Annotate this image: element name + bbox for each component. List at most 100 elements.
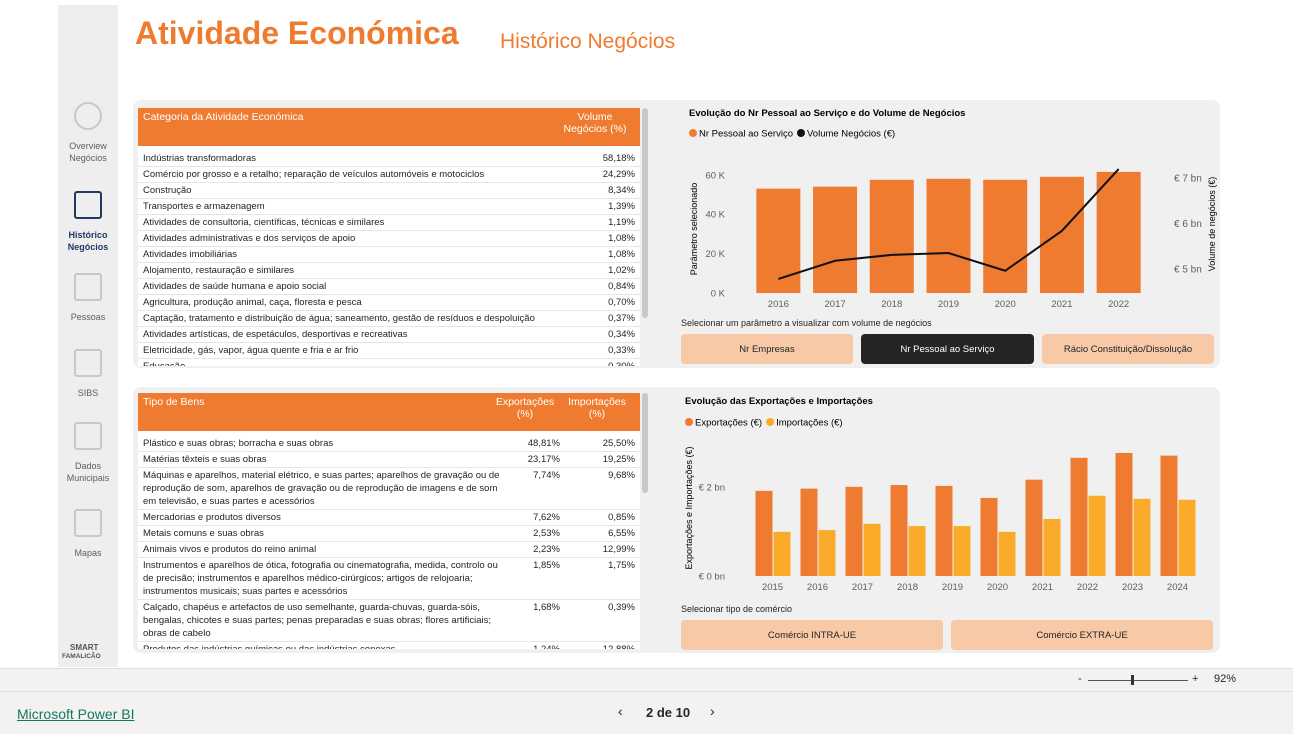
slicer-button[interactable]: Comércio INTRA-UE: [681, 620, 943, 650]
cell: Plástico e suas obras; borracha e suas o…: [143, 438, 334, 449]
table-row: Captação, tratamento e distribuição de á…: [138, 311, 640, 327]
cell: Comércio por grosso e a retalho; reparaç…: [143, 169, 485, 180]
cell: 9,68%: [608, 470, 635, 481]
cell: Instrumentos e aparelhos de ótica, fotog…: [143, 560, 498, 597]
cell: Atividades de saúde humana e apoio socia…: [143, 281, 327, 292]
cell: 0,33%: [608, 345, 635, 356]
table-header: Tipo de Bens Exportações (%) Importações (…: [138, 393, 640, 431]
cell: Alojamento, restauração e similares: [143, 265, 295, 276]
cell: 1,75%: [608, 560, 635, 571]
zoom-value: 92%: [1214, 673, 1237, 685]
cell: 48,81%: [527, 438, 560, 449]
table-row: Instrumentos e aparelhos de ótica, fotog…: [138, 558, 640, 600]
table-row: Transportes e armazenagem 1,39%: [138, 199, 640, 215]
table-row: Educação0,30%: [138, 359, 640, 366]
table-row: Eletricidade, gás, vapor, água quente e …: [138, 343, 640, 359]
slicer-button[interactable]: Nr Pessoal ao Serviço: [861, 334, 1034, 364]
cell: Transportes e armazenagem: [143, 201, 265, 212]
table-row: Produtos das indústrias químicas ou das …: [138, 642, 640, 649]
cell: 1,08%: [608, 249, 635, 260]
column-header: Exportações (%): [495, 396, 555, 420]
table-row: Comércio por grosso e a retalho; reparaç…: [138, 167, 640, 183]
table-row: Calçado, chapéus e artefactos de uso sem…: [138, 600, 640, 642]
cell: 23,17%: [527, 454, 560, 465]
zoom-minus[interactable]: -: [1078, 673, 1082, 685]
zoom-plus[interactable]: +: [1192, 673, 1199, 685]
slicer-button[interactable]: Nr Empresas: [681, 334, 853, 364]
footer: Microsoft Power BI ‹ 2 de 10 ›: [0, 691, 1293, 734]
cell: Atividades artísticas, de espetáculos, d…: [143, 329, 408, 340]
cell: 1,02%: [608, 265, 635, 276]
slicer-button[interactable]: Comércio EXTRA-UE: [951, 620, 1213, 650]
cell: Máquinas e aparelhos, material elétrico,…: [143, 470, 500, 507]
cell: Matérias têxteis e suas obras: [143, 454, 267, 465]
cell: 0,39%: [608, 602, 635, 613]
nav-icon: [74, 422, 102, 450]
cell: Atividades de consultoria, científicas, …: [143, 217, 385, 228]
cell: 19,25%: [602, 454, 635, 465]
prev-page[interactable]: ‹: [618, 703, 623, 719]
table-row: Plástico e suas obras; borracha e suas o…: [138, 436, 640, 452]
cell: 0,84%: [608, 281, 635, 292]
cell: 1,68%: [533, 602, 560, 613]
cell: Construção: [143, 185, 192, 196]
cell: 24,29%: [602, 169, 635, 180]
nav-item[interactable]: Dados Municipais: [66, 461, 110, 483]
cell: Animais vivos e produtos do reino animal: [143, 544, 317, 555]
cell: Agricultura, produção animal, caça, flor…: [143, 297, 362, 308]
cell: 0,37%: [608, 313, 635, 324]
column-header: Tipo de Bens: [143, 396, 205, 408]
zoom-thumb[interactable]: [1131, 675, 1134, 685]
table-row: Indústrias transformadoras 58,18%: [138, 151, 640, 167]
table-row: Matérias têxteis e suas obras 23,17% 19,25…: [138, 452, 640, 468]
prompt: Selecionar um parâmetro a visualizar com…: [681, 318, 932, 328]
table-row: Alojamento, restauração e similares 1,02%: [138, 263, 640, 279]
cell: Captação, tratamento e distribuição de á…: [143, 313, 535, 324]
table-row: Máquinas e aparelhos, material elétrico,…: [138, 468, 640, 510]
nav-item[interactable]: Histórico Negócios: [67, 230, 109, 252]
cell: 7,74%: [533, 470, 560, 481]
nav-item[interactable]: Pessoas: [70, 312, 106, 322]
nav-item[interactable]: Mapas: [74, 548, 102, 558]
table-row: Atividades administrativas e dos serviço…: [138, 231, 640, 247]
logo: SMART FAMALICÃO: [62, 643, 101, 661]
table: Categoria da Atividade Económica Volume N…: [138, 108, 640, 366]
cell: 2,53%: [533, 528, 560, 539]
cell: Indústrias transformadoras: [143, 153, 256, 164]
cell: 0,34%: [608, 329, 635, 340]
cell: 7,62%: [533, 512, 560, 523]
nav-icon: [74, 273, 102, 301]
scrollbar: [642, 393, 648, 493]
table-row: Agricultura, produção animal, caça, flor…: [138, 295, 640, 311]
cell: Educação: [143, 360, 575, 366]
cell: Atividades imobiliárias: [143, 249, 237, 260]
logo-text: SMART: [70, 643, 99, 652]
zoom-slider[interactable]: [1088, 680, 1188, 681]
table-header: Categoria da Atividade Económica Volume N…: [138, 108, 640, 146]
column-header: Volume Negócios (%): [563, 111, 627, 135]
cell: 1,08%: [608, 233, 635, 244]
logo-text: FAMALICÃO: [62, 653, 101, 660]
cell: 6,55%: [608, 528, 635, 539]
table-row: Atividades de saúde humana e apoio socia…: [138, 279, 640, 295]
slicer-button[interactable]: Rácio Constituição/Dissolução: [1042, 334, 1214, 364]
prompt: Selecionar tipo de comércio: [681, 604, 793, 614]
cell: 58,18%: [602, 153, 635, 164]
cell: Calçado, chapéus e artefactos de uso sem…: [143, 602, 491, 639]
nav-icon: [74, 191, 102, 219]
table-row: Metais comuns e suas obras 2,53% 6,55%: [138, 526, 640, 542]
table-row: Atividades de consultoria, científicas, …: [138, 215, 640, 231]
column-header: Categoria da Atividade Económica: [143, 111, 304, 123]
page-title: Atividade Económica: [135, 15, 459, 51]
brand-link[interactable]: Microsoft Power BI: [17, 706, 135, 722]
zoom-bar: - + 92%: [0, 668, 1293, 691]
cell: 0,70%: [608, 297, 635, 308]
nav-item[interactable]: SIBS: [77, 388, 99, 398]
page-subtitle: Histórico Negócios: [500, 30, 676, 53]
nav-item[interactable]: Overview Negócios: [69, 141, 107, 163]
cell: 12,88%: [560, 643, 635, 649]
page-number: 2 de 10: [646, 705, 691, 720]
cell: 0,30%: [575, 360, 635, 366]
next-page[interactable]: ›: [710, 703, 715, 719]
